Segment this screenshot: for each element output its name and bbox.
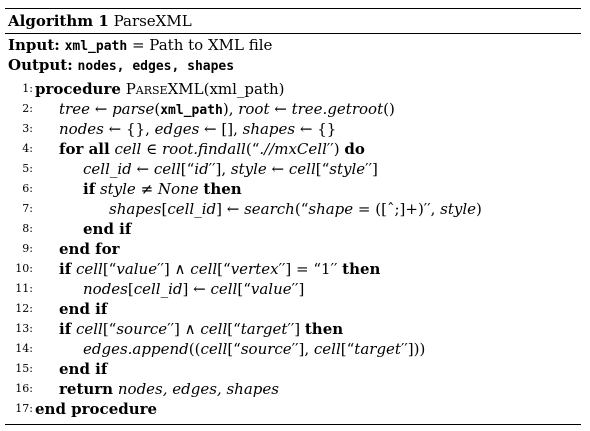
line-number: 11:: [15, 282, 33, 295]
input-line: Input: xml_path = Path to XML file: [8, 36, 272, 56]
line-code: end for: [59, 240, 120, 258]
output-label: Output:: [8, 56, 73, 74]
line-code: nodes[cell_id] ← cell[“value′′]: [83, 280, 305, 298]
line-number: 16:: [15, 382, 33, 395]
line-code: cell_id ← cell[“id′′], style ← cell[“sty…: [83, 160, 378, 178]
line-code: nodes ← {}, edges ← [], shapes ← {}: [59, 120, 337, 138]
caption-label: Algorithm 1: [8, 12, 109, 30]
input-label: Input:: [8, 36, 60, 54]
output-value: nodes, edges, shapes: [77, 59, 235, 74]
line-number: 8:: [22, 222, 33, 235]
line-number: 13:: [15, 322, 33, 335]
line-number: 7:: [22, 202, 33, 215]
line-number: 14:: [15, 342, 33, 355]
line-code: edges.append((cell[“source′′], cell[“tar…: [83, 340, 426, 358]
line-number: 6:: [22, 182, 33, 195]
line-code: for all cell ∈ root.findall(“.//mxCell′′…: [59, 140, 365, 158]
algorithm-caption: Algorithm 1 ParseXML: [8, 12, 192, 30]
line-code: shapes[cell_id] ← search(“shape = ([ˆ;]+…: [109, 200, 482, 218]
line-code: return nodes, edges, shapes: [59, 380, 279, 398]
line-code: tree ← parse(xml_path), root ← tree.getr…: [59, 100, 395, 118]
line-number: 9:: [22, 242, 33, 255]
line-number: 1:: [22, 82, 33, 95]
line-code: end if: [59, 300, 108, 318]
line-code: end if: [83, 220, 132, 238]
line-code: end if: [59, 360, 108, 378]
bottom-rule: [5, 424, 581, 425]
input-var: xml_path: [64, 39, 128, 54]
line-code: if cell[“value′′] ∧ cell[“vertex′′] = “1…: [59, 260, 381, 278]
line-number: 10:: [15, 262, 33, 275]
line-number: 17:: [15, 402, 33, 415]
top-rule: [5, 8, 581, 9]
line-code: procedure ParseXML(xml_path): [35, 80, 285, 98]
line-code: if style ≠ None then: [83, 180, 242, 198]
line-code: end procedure: [35, 400, 158, 418]
caption-name: ParseXML: [113, 12, 192, 30]
line-number: 4:: [22, 142, 33, 155]
caption-rule: [5, 33, 581, 34]
input-text: = Path to XML file: [127, 36, 273, 54]
line-code: if cell[“source′′] ∧ cell[“target′′] the…: [59, 320, 344, 338]
output-line: Output: nodes, edges, shapes: [8, 56, 234, 76]
line-number: 5:: [22, 162, 33, 175]
line-number: 3:: [22, 122, 33, 135]
line-number: 15:: [15, 362, 33, 375]
line-number: 2:: [22, 102, 33, 115]
line-number: 12:: [15, 302, 33, 315]
